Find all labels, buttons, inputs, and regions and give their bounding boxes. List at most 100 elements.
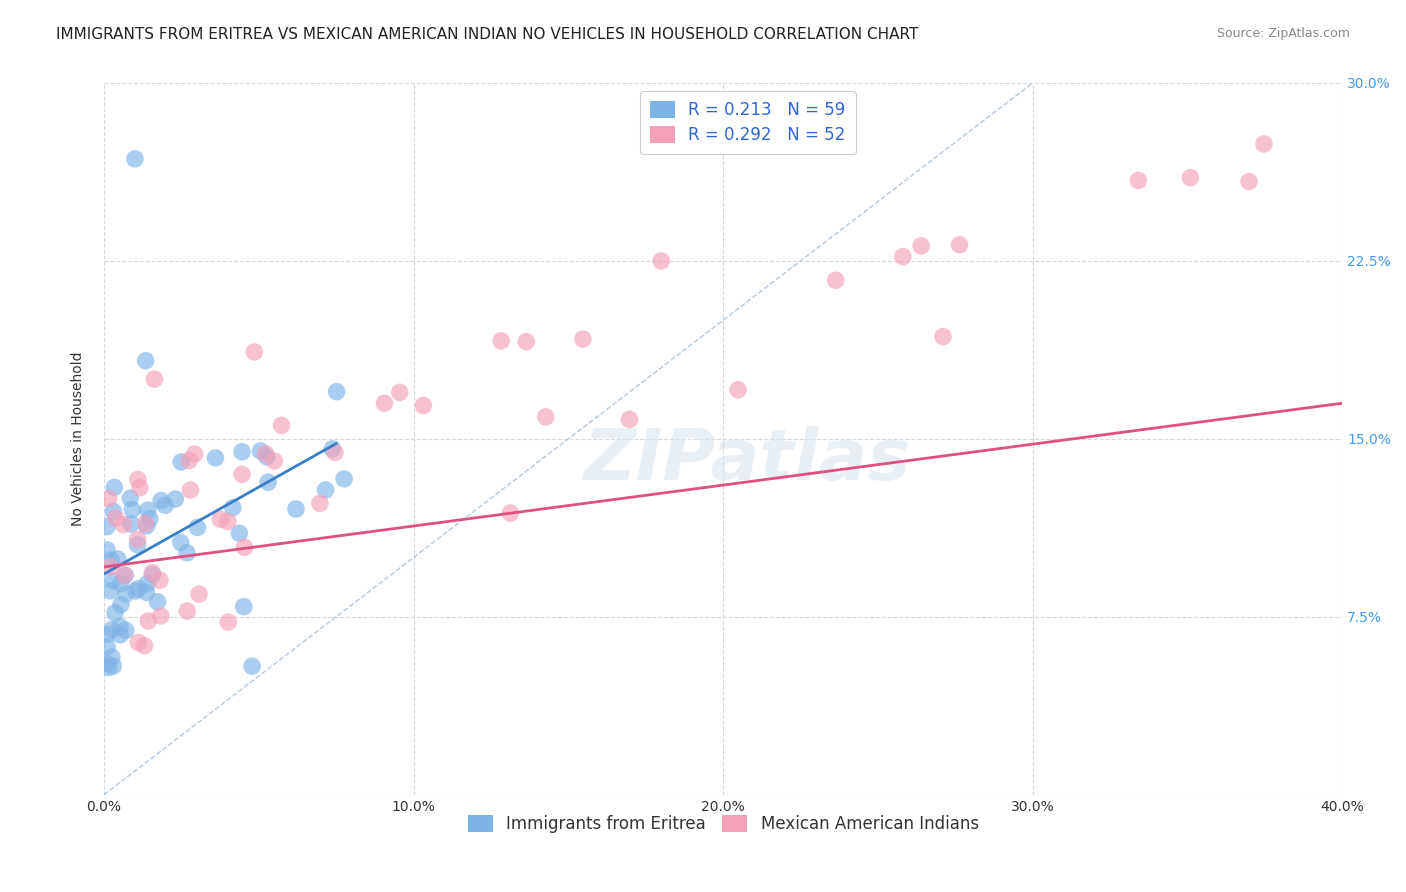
Point <box>100 560 122 574</box>
Point <box>891 250 914 264</box>
Point <box>136 503 159 517</box>
Point <box>135 585 157 599</box>
Point <box>515 334 537 349</box>
Point <box>284 502 307 516</box>
Point <box>179 483 201 497</box>
Point <box>141 567 163 582</box>
Point <box>114 568 136 582</box>
Point <box>256 450 278 464</box>
Point <box>125 584 148 599</box>
Point <box>141 566 163 580</box>
Y-axis label: No Vehicles in Household: No Vehicles in Household <box>72 351 86 526</box>
Point <box>217 615 239 629</box>
Point <box>170 455 193 469</box>
Point <box>217 515 239 529</box>
Point <box>932 329 955 343</box>
Point <box>101 623 124 637</box>
Point <box>101 650 124 665</box>
Point <box>104 606 127 620</box>
Point <box>179 453 201 467</box>
Point <box>1253 136 1275 151</box>
Point <box>499 506 522 520</box>
Point <box>134 639 156 653</box>
Point <box>186 520 208 534</box>
Point <box>489 334 512 348</box>
Point <box>146 595 169 609</box>
Point <box>323 445 346 459</box>
Point <box>824 273 846 287</box>
Point <box>103 659 125 673</box>
Point <box>110 598 132 612</box>
Point <box>112 517 135 532</box>
Point <box>134 516 156 531</box>
Point <box>254 447 277 461</box>
Point <box>240 659 263 673</box>
Point <box>96 657 118 671</box>
Point <box>149 573 172 587</box>
Point <box>135 353 157 368</box>
Point <box>204 450 226 465</box>
Point <box>534 409 557 424</box>
Point <box>231 444 253 458</box>
Point <box>315 483 337 497</box>
Point <box>97 491 120 506</box>
Point <box>373 396 395 410</box>
Point <box>127 538 149 552</box>
Point <box>128 582 150 596</box>
Point <box>97 660 120 674</box>
Point <box>176 604 198 618</box>
Point <box>1237 174 1260 188</box>
Point <box>103 480 125 494</box>
Point <box>233 541 256 555</box>
Text: ZIPatlas: ZIPatlas <box>585 425 911 495</box>
Point <box>124 152 146 166</box>
Point <box>114 624 136 638</box>
Point <box>257 475 280 490</box>
Point <box>727 383 749 397</box>
Point <box>650 253 672 268</box>
Point <box>249 444 271 458</box>
Point <box>228 526 250 541</box>
Point <box>170 535 193 549</box>
Point <box>232 599 254 614</box>
Point <box>910 239 932 253</box>
Point <box>231 467 253 482</box>
Point <box>108 628 131 642</box>
Point <box>188 587 211 601</box>
Point <box>153 499 176 513</box>
Point <box>412 398 434 412</box>
Point <box>107 552 129 566</box>
Point <box>572 332 595 346</box>
Point <box>333 472 356 486</box>
Point <box>183 447 205 461</box>
Point <box>149 609 172 624</box>
Point <box>143 372 166 386</box>
Point <box>115 587 138 601</box>
Point <box>948 237 970 252</box>
Point <box>321 442 343 456</box>
Point <box>309 496 332 510</box>
Point <box>100 553 122 567</box>
Point <box>222 500 245 515</box>
Point <box>101 574 124 588</box>
Point <box>96 640 118 654</box>
Point <box>243 345 266 359</box>
Point <box>96 627 118 641</box>
Point <box>263 454 285 468</box>
Point <box>129 481 152 495</box>
Point <box>120 516 142 531</box>
Point <box>114 568 136 582</box>
Point <box>139 512 162 526</box>
Point <box>127 533 149 547</box>
Point <box>98 583 121 598</box>
Point <box>136 576 159 591</box>
Point <box>325 384 347 399</box>
Point <box>120 491 142 506</box>
Point <box>127 635 149 649</box>
Point <box>388 385 411 400</box>
Text: Source: ZipAtlas.com: Source: ZipAtlas.com <box>1216 27 1350 40</box>
Point <box>135 518 157 533</box>
Point <box>121 502 143 516</box>
Point <box>104 511 127 525</box>
Point <box>108 619 131 633</box>
